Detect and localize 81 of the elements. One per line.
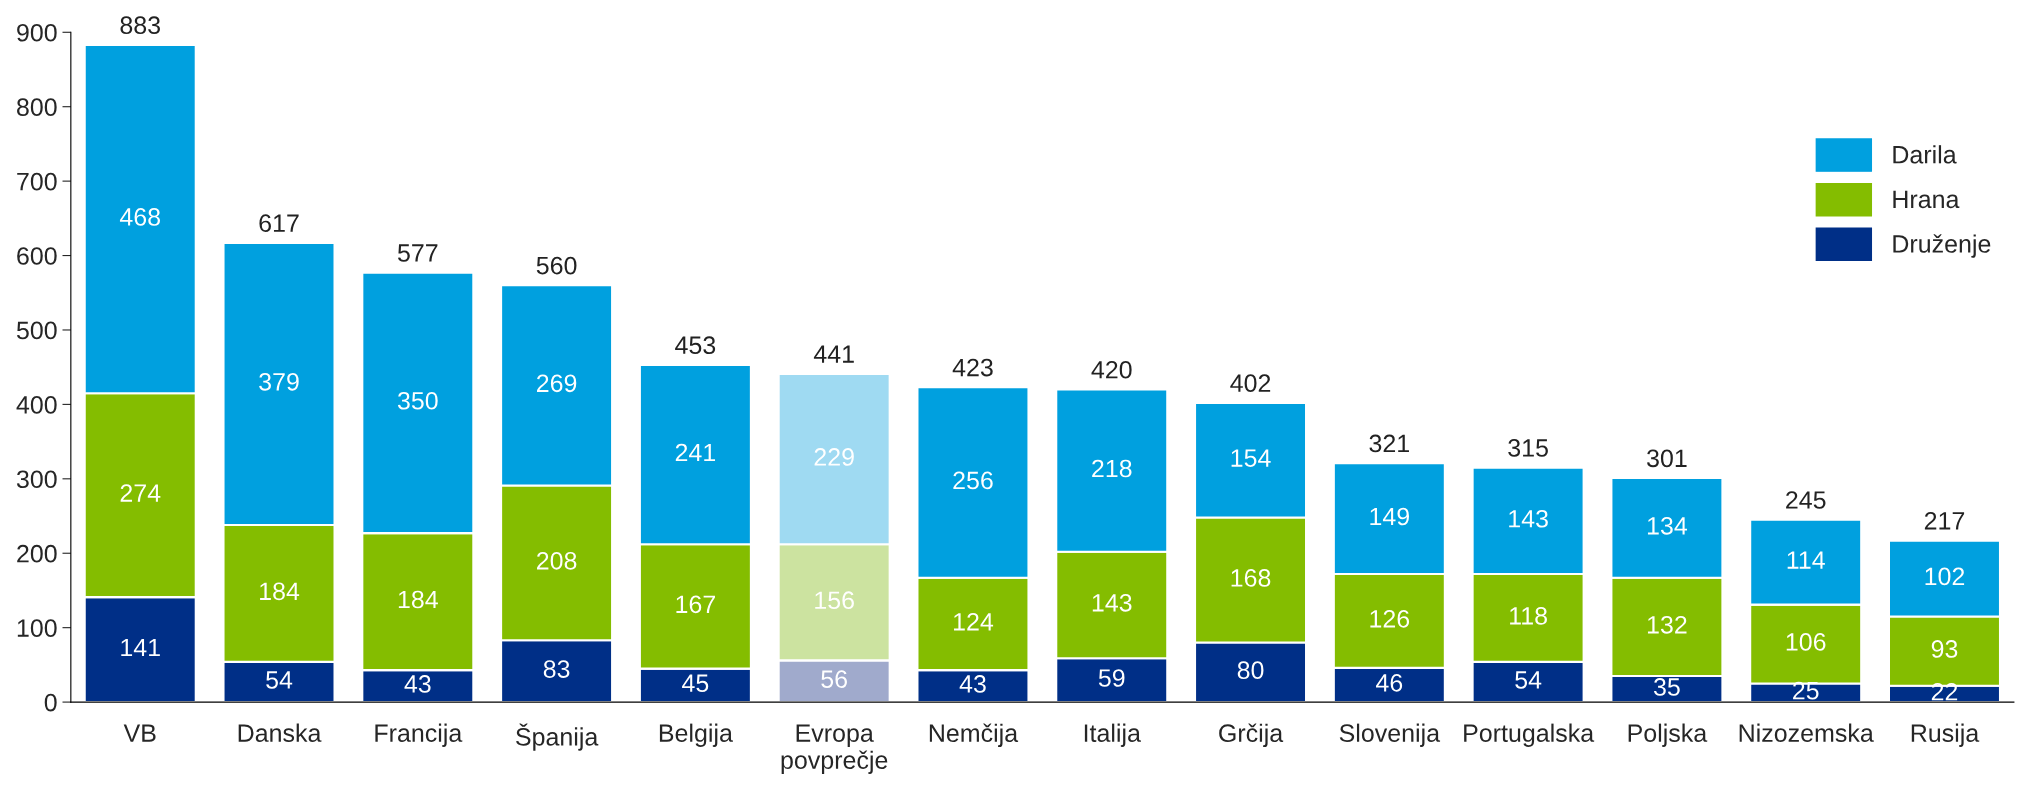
x-tick-label: Rusija [1911,723,1980,747]
x-tick-label: Španija [516,723,599,751]
data-label: 468 [119,208,160,226]
y-tick-label: 700 [17,172,57,191]
total-label: 315 [1508,439,1548,457]
data-label: 118 [1510,607,1547,625]
data-label: 114 [1787,551,1825,569]
data-label: 93 [1931,640,1958,658]
total-label: 560 [536,256,577,275]
data-label: 80 [1237,661,1264,680]
data-label: 184 [398,590,438,609]
data-label: 350 [397,391,438,410]
data-label: 141 [121,638,160,657]
total-label: 301 [1647,449,1687,468]
x-tick-label: VB [123,724,156,742]
data-label: 134 [1647,516,1688,535]
y-tick-label: 0 [44,693,57,712]
y-tick-label: 100 [17,619,57,637]
x-tick-label: Poljska [1628,723,1708,747]
data-label: 124 [954,612,994,631]
total-label: 420 [1091,360,1132,379]
x-tick-label: Nemčija [929,723,1019,747]
total-label: 577 [397,244,438,262]
legend-label: Druženje [1893,234,1991,258]
data-label: 149 [1370,507,1409,526]
total-label: 321 [1369,434,1409,453]
total-label: 217 [1924,511,1965,530]
data-label: 241 [675,443,716,462]
data-label: 143 [1092,593,1132,612]
x-tick-label: Grčija [1219,723,1284,747]
data-label: 154 [1231,449,1271,467]
x-tick-label: Danska [238,723,322,742]
x-tick-label: Italija [1084,723,1141,747]
total-label: 441 [813,345,854,363]
data-label: 102 [1925,567,1965,586]
data-label: 59 [1098,669,1125,687]
data-label: 168 [1231,569,1271,587]
data-label: 274 [120,484,161,502]
data-label: 167 [676,595,715,614]
total-label: 883 [120,16,160,35]
x-tick-label: Belgija [659,723,733,747]
total-label: 453 [675,336,716,355]
data-label: 56 [821,670,847,688]
y-tick-label: 600 [17,247,57,265]
data-label: 43 [404,675,431,693]
data-label: 269 [537,374,577,393]
y-tick-label: 400 [16,396,57,414]
data-label: 43 [959,675,986,693]
data-label: 54 [266,671,293,689]
y-tick-label: 800 [17,98,57,117]
y-tick-label: 900 [17,23,57,42]
total-label: 617 [259,214,299,232]
data-label: 184 [260,582,300,601]
legend-label: Darila [1893,145,1957,164]
data-label: 379 [259,372,299,391]
data-label: 45 [682,674,709,693]
data-label: 156 [815,591,854,610]
data-label: 208 [537,551,577,570]
y-tick-label: 200 [17,544,57,563]
legend-label: Hrana [1893,190,1960,209]
total-label: 423 [952,358,993,377]
x-tick-label: Portugalska [1464,723,1595,747]
y-tick-label: 500 [16,321,57,340]
data-label: 35 [1653,678,1680,696]
data-label: 46 [1376,673,1403,692]
data-label: 229 [814,448,854,466]
data-label: 143 [1509,509,1548,528]
data-label: 218 [1092,459,1132,478]
total-label: 402 [1230,374,1271,393]
data-label: 126 [1370,609,1410,628]
x-tick-label: Slovenija [1339,723,1441,747]
x-tick-label: Evropa povprečje [781,724,888,774]
data-label: 106 [1786,633,1826,651]
data-label: 83 [543,660,570,678]
total-label: 245 [1786,491,1826,509]
data-label: 132 [1647,615,1687,634]
x-tick-label: Francija [375,723,463,747]
data-label: 256 [953,471,993,490]
x-tick-label: Nizozemska [1739,723,1874,742]
data-label: 54 [1515,671,1542,689]
y-tick-label: 300 [16,470,57,489]
